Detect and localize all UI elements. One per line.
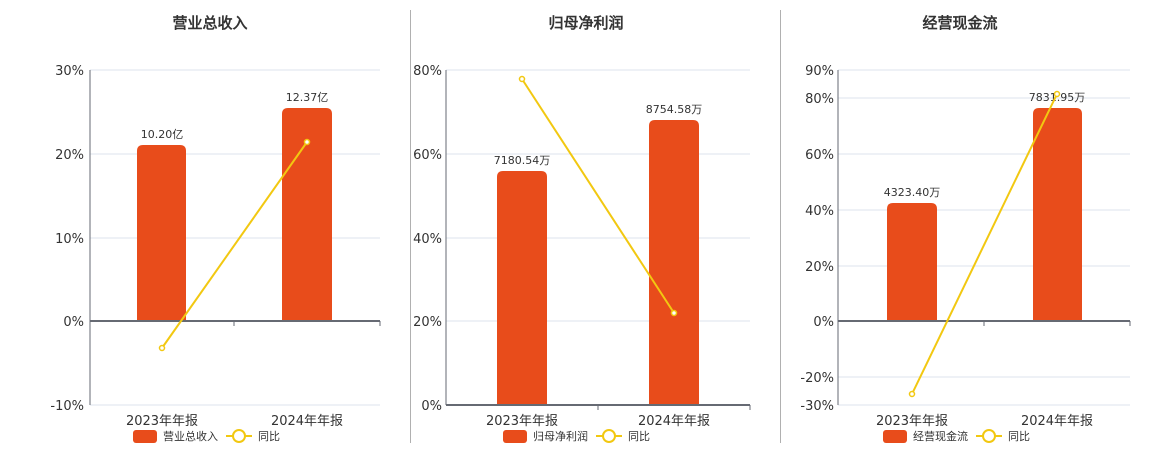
chart-title: 经营现金流 bbox=[922, 14, 998, 32]
x-tick-label: 2023年年报 bbox=[126, 414, 198, 429]
gridlines bbox=[446, 69, 750, 322]
bar-2024[interactable] bbox=[1033, 108, 1082, 321]
svg-text:80%: 80% bbox=[805, 92, 834, 107]
svg-text:40%: 40% bbox=[805, 204, 834, 219]
bar-2023[interactable] bbox=[887, 203, 937, 321]
legend-bar-label[interactable]: 经营现金流 bbox=[913, 430, 968, 443]
gridlines bbox=[90, 69, 380, 406]
bar-value-label: 10.20亿 bbox=[141, 128, 184, 141]
chart-legend: 经营现金流 同比 bbox=[883, 428, 1030, 444]
chart-panel-operating-cashflow: 经营现金流 90% 80% 60% 40% 20% 0% -20% -30% 4… bbox=[781, 0, 1160, 450]
legend-line-swatch-icon[interactable] bbox=[596, 429, 622, 443]
yoy-line bbox=[911, 93, 1058, 395]
svg-text:10%: 10% bbox=[55, 232, 84, 247]
legend-bar-swatch[interactable] bbox=[503, 429, 527, 443]
x-tick-label: 2024年年报 bbox=[271, 414, 343, 429]
chart-panel-net-profit: 归母净利润 80% 60% 40% 20% 0% 7180.54万 8754.5… bbox=[411, 0, 780, 450]
chart-plot-revenue: 30% 20% 10% 0% -10% 10.20亿 12.37亿 2023年年… bbox=[50, 64, 381, 429]
bar-value-label: 12.37亿 bbox=[286, 91, 329, 104]
yoy-point-2024[interactable] bbox=[303, 138, 311, 146]
yoy-point-2023[interactable] bbox=[518, 75, 526, 83]
svg-text:60%: 60% bbox=[413, 148, 442, 163]
svg-text:80%: 80% bbox=[413, 64, 442, 79]
bar-2023[interactable] bbox=[137, 145, 186, 321]
x-tick-label: 2023年年报 bbox=[486, 414, 558, 429]
bar-2023[interactable] bbox=[497, 171, 547, 405]
yoy-point-2024[interactable] bbox=[670, 309, 678, 317]
chart-panel-revenue: 营业总收入 30% 20% 10% 0% -10% 10.20亿 12.37亿 bbox=[0, 0, 405, 450]
yoy-line bbox=[521, 78, 675, 314]
bar-value-label: 4323.40万 bbox=[884, 186, 941, 199]
svg-text:0%: 0% bbox=[421, 399, 442, 414]
legend-bar-swatch[interactable] bbox=[883, 429, 907, 443]
gridlines bbox=[838, 69, 1130, 406]
svg-text:-30%: -30% bbox=[800, 399, 834, 414]
chart-legend: 归母净利润 同比 bbox=[503, 428, 650, 444]
chart-plot-operating-cashflow: 90% 80% 60% 40% 20% 0% -20% -30% 4323.40… bbox=[800, 64, 1131, 429]
y-tick-labels: 30% 20% 10% 0% -10% bbox=[50, 64, 84, 414]
yoy-point-2024[interactable] bbox=[1053, 90, 1061, 98]
svg-text:0%: 0% bbox=[813, 315, 834, 330]
legend-line-label[interactable]: 同比 bbox=[1008, 430, 1030, 443]
y-tick-labels: 90% 80% 60% 40% 20% 0% -20% -30% bbox=[800, 64, 834, 414]
chart-legend: 营业总收入 同比 bbox=[133, 428, 280, 444]
chart-title: 归母净利润 bbox=[548, 14, 624, 32]
panel-separator-1 bbox=[410, 10, 411, 443]
y-tick-labels: 80% 60% 40% 20% 0% bbox=[413, 64, 442, 414]
x-tick-label: 2023年年报 bbox=[876, 414, 948, 429]
svg-text:90%: 90% bbox=[805, 64, 834, 79]
panel-separator-2 bbox=[780, 10, 781, 443]
yoy-line bbox=[161, 141, 308, 349]
svg-text:20%: 20% bbox=[413, 315, 442, 330]
legend-line-label[interactable]: 同比 bbox=[258, 430, 280, 443]
bar-2024[interactable] bbox=[649, 120, 699, 405]
legend-line-swatch-icon[interactable] bbox=[976, 429, 1002, 443]
yoy-point-2023[interactable] bbox=[158, 344, 166, 352]
legend-line-label[interactable]: 同比 bbox=[628, 430, 650, 443]
svg-text:-10%: -10% bbox=[50, 399, 84, 414]
bar-value-label: 7180.54万 bbox=[494, 154, 551, 167]
chart-title: 营业总收入 bbox=[172, 14, 248, 32]
legend-bar-label[interactable]: 归母净利润 bbox=[533, 430, 588, 443]
svg-text:0%: 0% bbox=[63, 315, 84, 330]
yoy-point-2023[interactable] bbox=[908, 390, 916, 398]
legend-bar-swatch[interactable] bbox=[133, 429, 157, 443]
svg-text:40%: 40% bbox=[413, 232, 442, 247]
svg-text:20%: 20% bbox=[55, 148, 84, 163]
svg-text:60%: 60% bbox=[805, 148, 834, 163]
x-tick-label: 2024年年报 bbox=[638, 414, 710, 429]
bar-value-label: 7831.95万 bbox=[1029, 91, 1086, 104]
chart-plot-net-profit: 80% 60% 40% 20% 0% 7180.54万 8754.58万 202… bbox=[413, 64, 751, 429]
legend-bar-label[interactable]: 营业总收入 bbox=[163, 430, 218, 443]
x-tick-label: 2024年年报 bbox=[1021, 414, 1093, 429]
svg-text:-20%: -20% bbox=[800, 371, 834, 386]
bar-value-label: 8754.58万 bbox=[646, 103, 703, 116]
svg-text:30%: 30% bbox=[55, 64, 84, 79]
svg-text:20%: 20% bbox=[805, 260, 834, 275]
legend-line-swatch-icon[interactable] bbox=[226, 429, 252, 443]
